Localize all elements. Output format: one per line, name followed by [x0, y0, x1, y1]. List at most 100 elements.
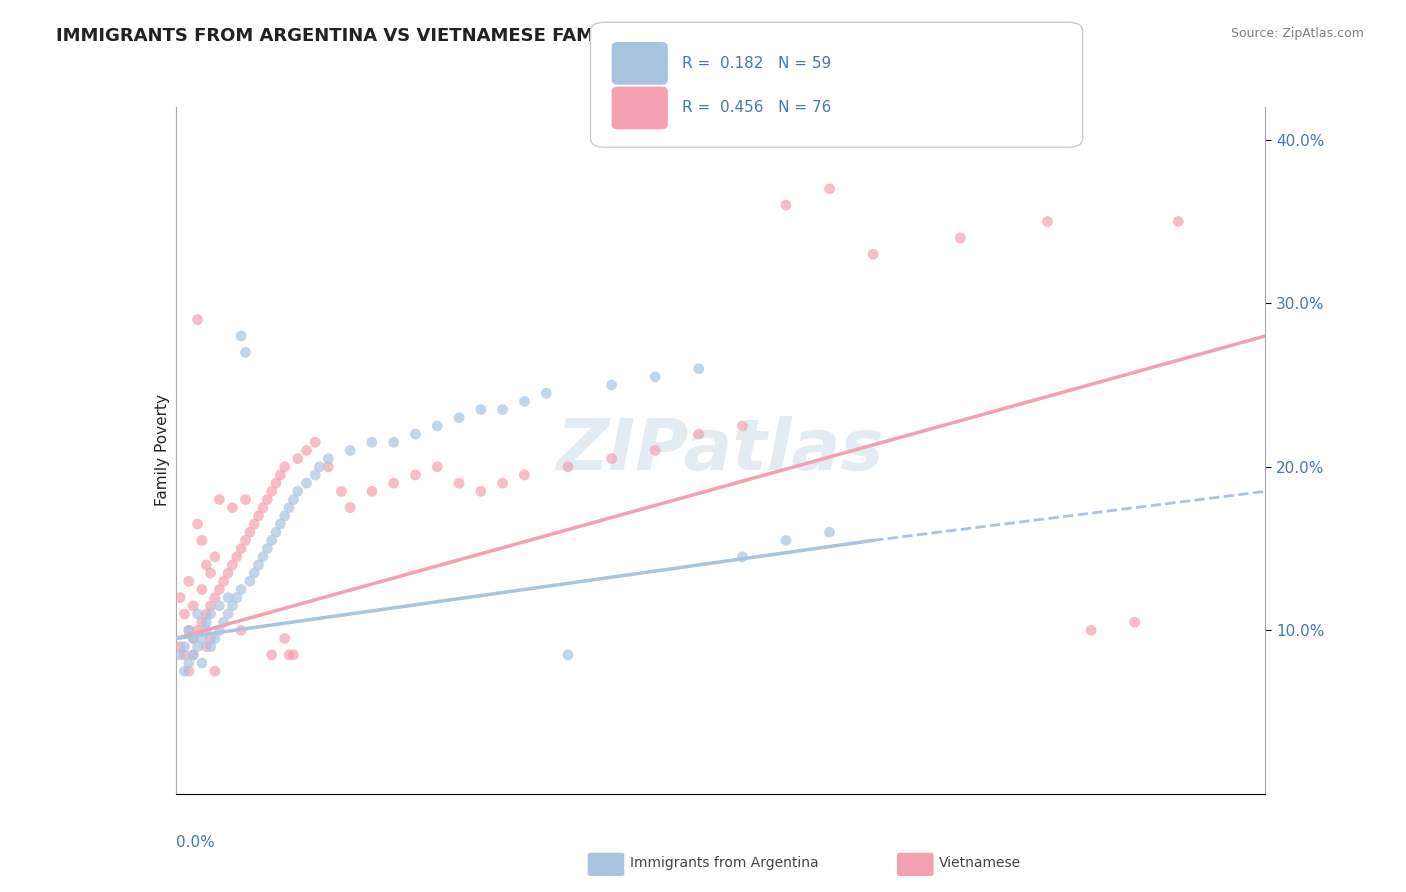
Point — [200, 640, 222, 654]
Point — [221, 599, 243, 613]
Point — [513, 394, 536, 409]
Point — [235, 345, 257, 359]
Point — [360, 484, 382, 499]
Point — [181, 599, 204, 613]
Point — [295, 476, 318, 491]
Point — [339, 500, 361, 515]
Point — [557, 459, 579, 474]
Point — [186, 312, 209, 326]
Point — [949, 231, 972, 245]
Point — [181, 632, 204, 646]
Point — [260, 484, 283, 499]
Point — [208, 599, 231, 613]
Point — [173, 607, 195, 621]
Point — [200, 566, 222, 580]
Point — [217, 607, 239, 621]
Point — [221, 500, 243, 515]
Point — [204, 632, 226, 646]
Point — [191, 615, 214, 630]
Point — [173, 664, 195, 679]
Text: 0.0%: 0.0% — [176, 835, 215, 850]
Point — [318, 459, 340, 474]
Point — [470, 402, 492, 417]
Point — [221, 558, 243, 572]
Point — [195, 624, 218, 638]
Point — [169, 648, 191, 662]
Point — [177, 656, 200, 670]
Point — [264, 525, 287, 540]
Point — [247, 558, 270, 572]
Point — [239, 525, 262, 540]
Point — [274, 632, 297, 646]
Point — [235, 533, 257, 548]
Point — [283, 492, 305, 507]
Point — [217, 566, 239, 580]
Point — [231, 624, 253, 638]
Point — [278, 500, 301, 515]
Point — [644, 369, 666, 384]
Point — [775, 198, 797, 212]
Point — [688, 427, 710, 442]
Point — [208, 624, 231, 638]
Point — [252, 500, 274, 515]
Point — [287, 451, 309, 466]
Point — [260, 648, 283, 662]
Point — [191, 632, 214, 646]
Point — [225, 549, 247, 564]
Point — [339, 443, 361, 458]
Text: IMMIGRANTS FROM ARGENTINA VS VIETNAMESE FAMILY POVERTY CORRELATION CHART: IMMIGRANTS FROM ARGENTINA VS VIETNAMESE … — [56, 27, 943, 45]
Point — [304, 435, 326, 450]
Point — [318, 451, 340, 466]
Point — [600, 451, 623, 466]
Point — [269, 467, 291, 482]
Point — [191, 656, 214, 670]
Point — [269, 516, 291, 531]
Point — [191, 582, 214, 597]
Point — [177, 624, 200, 638]
Point — [447, 410, 470, 425]
Text: ZIPatlas: ZIPatlas — [557, 416, 884, 485]
Point — [212, 574, 235, 589]
Point — [181, 632, 204, 646]
Point — [181, 648, 204, 662]
Point — [426, 459, 449, 474]
Point — [247, 508, 270, 523]
Point — [1167, 214, 1189, 228]
Point — [195, 640, 218, 654]
Point — [212, 615, 235, 630]
Point — [360, 435, 382, 450]
Text: R =  0.182   N = 59: R = 0.182 N = 59 — [682, 56, 831, 70]
Point — [260, 533, 283, 548]
Point — [186, 624, 209, 638]
Point — [1036, 214, 1059, 228]
Point — [470, 484, 492, 499]
Point — [239, 574, 262, 589]
Point — [169, 640, 191, 654]
Point — [204, 664, 226, 679]
Point — [513, 467, 536, 482]
Point — [200, 632, 222, 646]
Point — [177, 624, 200, 638]
Point — [1123, 615, 1146, 630]
Point — [775, 533, 797, 548]
Point — [405, 467, 427, 482]
Point — [252, 549, 274, 564]
Point — [204, 591, 226, 605]
Point — [204, 549, 226, 564]
Point — [256, 541, 278, 556]
Point — [173, 648, 195, 662]
Point — [186, 516, 209, 531]
Point — [295, 443, 318, 458]
Point — [256, 492, 278, 507]
Point — [731, 549, 754, 564]
Text: Source: ZipAtlas.com: Source: ZipAtlas.com — [1230, 27, 1364, 40]
Point — [382, 476, 405, 491]
Point — [181, 648, 204, 662]
Point — [426, 418, 449, 433]
Point — [405, 427, 427, 442]
Text: R =  0.456   N = 76: R = 0.456 N = 76 — [682, 101, 831, 115]
Y-axis label: Family Poverty: Family Poverty — [155, 394, 170, 507]
Point — [217, 591, 239, 605]
Point — [330, 484, 353, 499]
Point — [287, 484, 309, 499]
